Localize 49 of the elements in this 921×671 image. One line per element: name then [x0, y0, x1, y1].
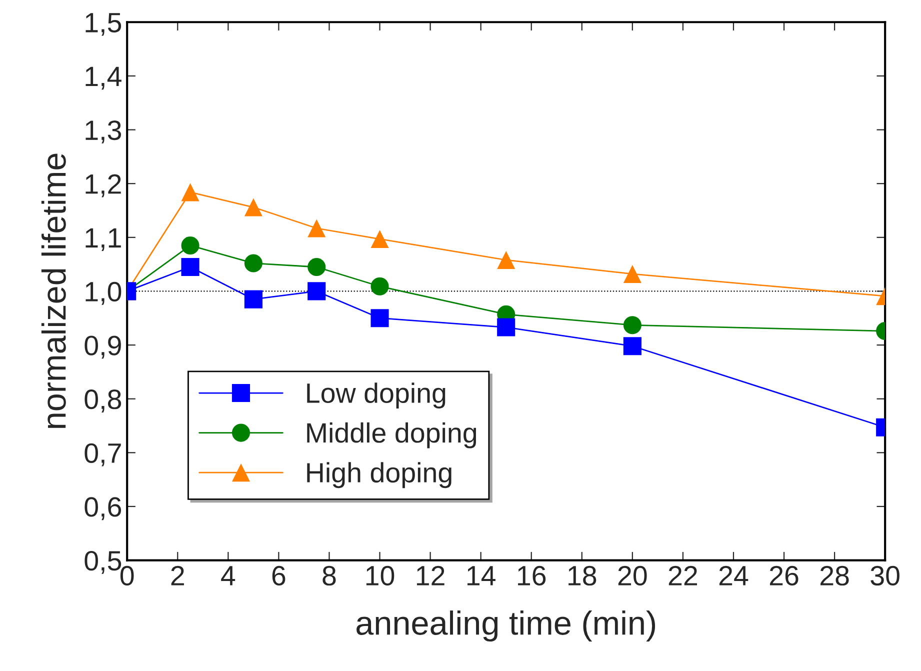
- x-tick-label: 18: [568, 566, 596, 586]
- y-tick-label: 0,6: [84, 497, 122, 520]
- y-tick-label: 0,8: [84, 390, 122, 412]
- y-tick-label: 1,0: [86, 282, 122, 305]
- x-tick-label: 4: [221, 566, 236, 586]
- x-tick-label: 20: [618, 566, 647, 586]
- y-tick-label: 0,5: [84, 550, 122, 574]
- y-tick-label: 1,2: [86, 174, 121, 198]
- x-tick-label: 24: [719, 566, 748, 586]
- x-tick-label: 30: [870, 566, 900, 586]
- point: [308, 219, 326, 238]
- point: [308, 282, 326, 300]
- x-tick-label: 14: [467, 566, 496, 586]
- x-tick-label: 16: [518, 566, 546, 586]
- point: [181, 183, 200, 202]
- point: [497, 318, 516, 336]
- point: [497, 250, 516, 270]
- y-tick-label: 1,4: [86, 66, 122, 90]
- point: [623, 337, 642, 356]
- x-tick-label: 12: [416, 566, 444, 586]
- y-tick-label: 1,1: [86, 228, 121, 252]
- x-tick-label: 2: [171, 566, 184, 586]
- x-tick-label: 8: [322, 566, 336, 586]
- point: [181, 258, 200, 276]
- legend-label: Low doping: [307, 382, 446, 408]
- legend-label: High doping: [307, 462, 452, 488]
- point: [370, 309, 389, 328]
- x-tick-label: 26: [770, 566, 798, 586]
- x-axis-title: annealing time (min): [356, 610, 656, 642]
- x-tick-label: 6: [272, 566, 286, 586]
- y-tick-label: 1,5: [86, 13, 122, 36]
- point: [623, 264, 642, 284]
- x-tick-label: 10: [366, 566, 394, 586]
- y-tick-label: 0,9: [84, 336, 121, 359]
- point: [181, 236, 200, 254]
- legend-label: Middle doping: [307, 422, 476, 448]
- point: [623, 316, 642, 334]
- y-tick-label: 0,7: [84, 443, 121, 466]
- point: [244, 290, 262, 308]
- x-tick-label: 0: [120, 566, 134, 586]
- point: [244, 254, 262, 272]
- point: [370, 277, 389, 296]
- point: [244, 198, 262, 216]
- y-tick-label: 1,3: [86, 120, 122, 144]
- x-tick-label: 22: [668, 566, 698, 586]
- point: [370, 230, 389, 248]
- point: [308, 258, 326, 276]
- x-tick-label: 28: [820, 566, 849, 586]
- y-axis-title: normalized lifetime: [41, 154, 66, 428]
